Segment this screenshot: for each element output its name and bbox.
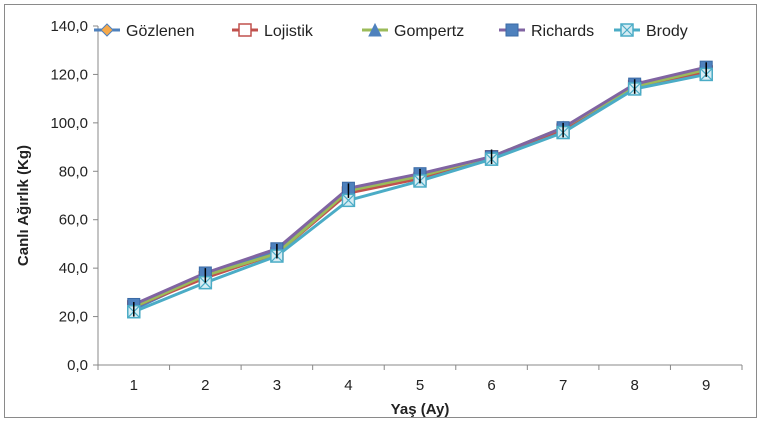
legend-label: Brody [646,23,688,40]
legend: Gözlenen Lojistik Gompertz Richards Brody [94,22,688,40]
legend-marker [368,22,382,37]
x-tick-label: 4 [344,377,352,394]
legend-item: Brody [614,23,688,40]
y-tick-label: 60,0 [59,212,88,229]
legend-marker [100,23,114,37]
error-bars [133,62,707,317]
series-brody [127,67,713,319]
y-tick-label: 120,0 [50,66,88,83]
y-tick-label: 0,0 [67,357,88,374]
legend-marker [238,23,252,37]
legend-label: Richards [531,23,594,40]
x-tick-label: 5 [416,377,424,394]
y-axis-title: Canlı Ağırlık (Kg) [15,145,32,266]
legend-label: Lojistik [264,23,314,40]
legend-marker [620,23,634,37]
chart-frame [4,4,757,418]
series-lojistik [127,65,713,314]
y-axis-ticks: 0,0 20,0 40,0 60,0 80,0 100,0 120,0 140,0 [50,18,98,374]
y-tick-label: 80,0 [59,163,88,180]
x-tick-label: 3 [273,377,281,394]
y-tick-label: 40,0 [59,260,88,277]
legend-label: Gözlenen [126,23,195,40]
x-tick-label: 7 [559,377,567,394]
y-tick-label: 20,0 [59,309,88,326]
x-tick-label: 9 [702,377,710,394]
y-tick-label: 100,0 [50,115,88,132]
legend-item: Lojistik [232,23,314,40]
legend-label: Gompertz [394,23,464,40]
x-tick-label: 6 [487,377,495,394]
x-tick-label: 1 [130,377,138,394]
x-tick-label: 2 [201,377,209,394]
legend-item: Gompertz [362,22,464,40]
x-axis-title: Yaş (Ay) [391,401,450,418]
series-line [133,72,707,314]
legend-item: Gözlenen [94,23,195,40]
legend-marker [505,23,519,37]
series-layer [126,60,714,319]
legend-item: Richards [499,23,594,40]
y-tick-label: 140,0 [50,18,88,35]
x-tick-label: 8 [630,377,638,394]
axes [97,26,742,366]
x-axis-ticks: 1 2 3 4 5 6 7 8 9 [97,365,743,394]
series-line [133,68,707,309]
